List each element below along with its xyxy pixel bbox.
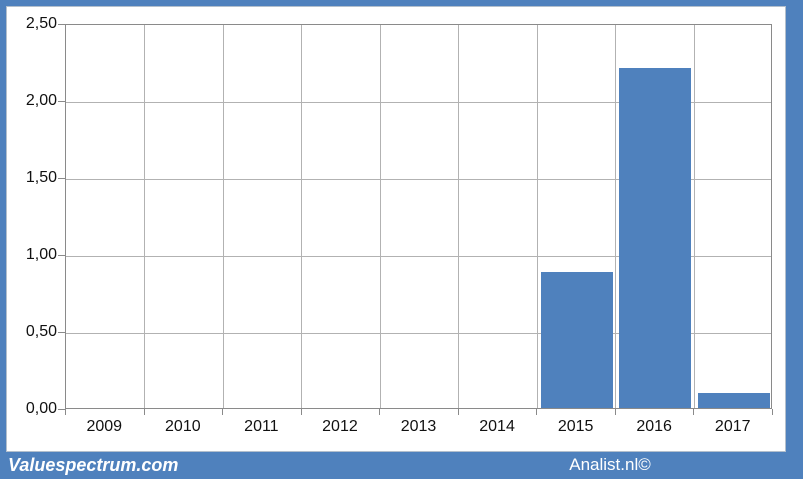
y-axis-tick xyxy=(58,101,65,102)
gridline-vertical xyxy=(693,25,695,408)
brand-analist: Analist.nl© xyxy=(569,455,651,474)
x-tick-label: 2014 xyxy=(479,418,515,435)
x-tick-label: 2011 xyxy=(244,418,279,435)
x-tick-label: 2010 xyxy=(165,418,201,435)
y-axis-tick xyxy=(58,332,65,333)
gridline-horizontal xyxy=(66,101,771,103)
y-axis-tick xyxy=(58,255,65,256)
x-axis-tick xyxy=(143,409,145,415)
x-axis-tick xyxy=(614,409,616,415)
x-tick-label: 2015 xyxy=(557,418,594,435)
gridline-vertical xyxy=(536,25,538,408)
x-tick-label: 2016 xyxy=(636,418,672,435)
gridline-vertical xyxy=(144,25,146,408)
gridline-vertical xyxy=(458,25,460,408)
bar-2015 xyxy=(540,272,613,408)
x-axis-tick xyxy=(536,409,538,415)
brand-valuespectrum: Valuespectrum.com xyxy=(8,455,179,475)
bar-2016 xyxy=(619,67,692,408)
gridline-horizontal xyxy=(66,255,771,257)
plot-area xyxy=(65,24,772,409)
x-tick-label: 2012 xyxy=(322,418,358,435)
x-axis-tick xyxy=(300,409,302,415)
y-tick-label: 2,00 xyxy=(25,92,57,109)
x-tick-label: 2013 xyxy=(400,418,437,435)
x-tick-label: 2017 xyxy=(714,418,751,435)
gridline-vertical xyxy=(615,25,617,408)
gridline-vertical xyxy=(301,25,303,408)
y-tick-label: 1,00 xyxy=(25,246,57,263)
x-axis-tick xyxy=(693,409,695,415)
footer-banner: Valuespectrum.com Analist.nl© xyxy=(0,452,803,479)
gridline-vertical xyxy=(222,25,224,408)
x-axis-tick xyxy=(772,409,773,415)
y-tick-label: 2,50 xyxy=(25,15,57,32)
y-axis-tick xyxy=(58,24,65,25)
y-axis-tick xyxy=(58,409,65,410)
y-tick-label: 0,50 xyxy=(25,323,57,340)
gridline-vertical xyxy=(379,25,381,408)
y-tick-label: 0,00 xyxy=(25,400,57,417)
x-axis-tick xyxy=(222,409,224,415)
x-axis-tick xyxy=(65,409,66,415)
x-tick-label: 2009 xyxy=(86,418,123,435)
y-axis-tick xyxy=(58,178,65,179)
x-axis-tick xyxy=(457,409,459,415)
gridline-horizontal xyxy=(66,332,771,334)
gridline-horizontal xyxy=(66,178,771,180)
x-axis-tick xyxy=(379,409,381,415)
y-tick-label: 1,50 xyxy=(25,169,57,186)
bar-2017 xyxy=(697,392,770,408)
